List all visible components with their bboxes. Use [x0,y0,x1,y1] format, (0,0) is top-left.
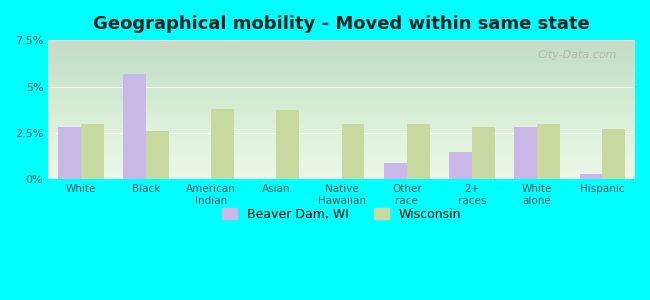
Bar [580,174,603,179]
Bar [211,109,234,179]
Bar [81,124,103,179]
Bar [342,124,365,179]
Bar [384,163,407,179]
Bar [58,128,81,179]
Legend: Beaver Dam, WI, Wisconsin: Beaver Dam, WI, Wisconsin [217,203,466,226]
Bar [276,110,299,179]
Bar [124,74,146,179]
Bar [146,131,169,179]
Bar [407,124,430,179]
Text: City-Data.com: City-Data.com [538,50,617,60]
Bar [537,124,560,179]
Bar [449,152,472,179]
Bar [472,128,495,179]
Bar [603,129,625,179]
Bar [514,128,537,179]
Title: Geographical mobility - Moved within same state: Geographical mobility - Moved within sam… [93,15,590,33]
